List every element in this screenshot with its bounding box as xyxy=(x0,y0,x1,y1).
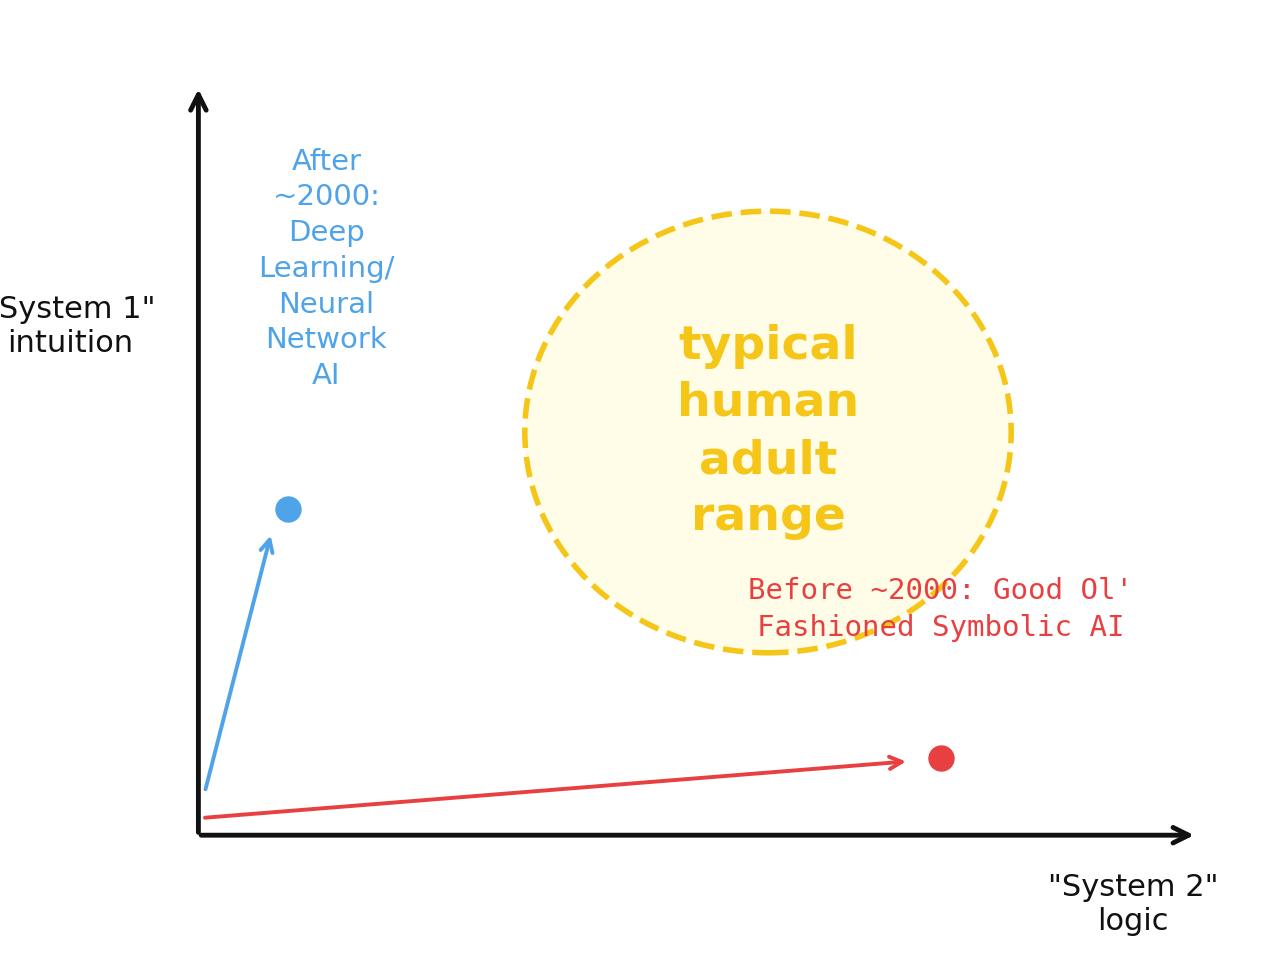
Text: typical
human
adult
range: typical human adult range xyxy=(677,324,859,540)
Ellipse shape xyxy=(525,211,1011,653)
Text: Before ~2000: Good Ol'
Fashioned Symbolic AI: Before ~2000: Good Ol' Fashioned Symboli… xyxy=(749,577,1133,642)
Text: After
~2000:
Deep
Learning/
Neural
Network
AI: After ~2000: Deep Learning/ Neural Netwo… xyxy=(259,148,394,390)
Text: "System 2"
logic: "System 2" logic xyxy=(1047,873,1219,936)
Text: "System 1"
intuition: "System 1" intuition xyxy=(0,295,156,358)
